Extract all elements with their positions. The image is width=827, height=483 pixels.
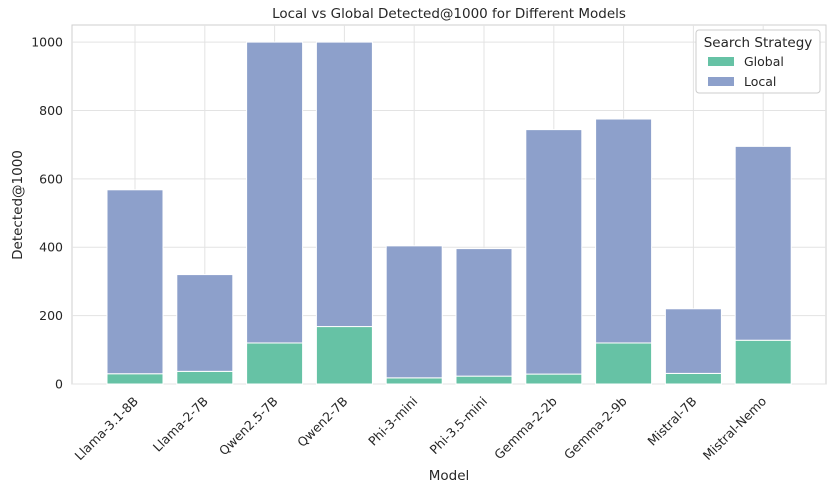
legend-items: Global Local [708,54,784,89]
bar-global-phi-3-mini [385,377,443,385]
x-tick-label: Gemma-2-9b [561,393,630,462]
x-tick-label: Phi-3-mini [365,394,420,449]
bar-global-llama-2-7b [176,370,234,385]
bar-global-phi-3-5-mini [455,375,513,385]
bar-local-phi-3-mini [385,245,443,379]
bar-global-gemma-2-9b [595,342,653,385]
bar-local-qwen2-5-7b [246,41,304,344]
x-tick-label: Mistral-7B [644,394,699,449]
legend: Search Strategy Global Local [695,29,821,94]
bar-local-llama-2-7b [176,274,234,372]
bar-local-gemma-2-9b [595,118,653,344]
bar-global-mistral-7b [664,372,722,385]
x-tick-label: Mistral-Nemo [700,394,770,464]
bar-global-qwen2-5-7b [246,342,304,385]
bar-global-llama-3-1-8b [106,373,164,385]
y-tick-label: 800 [39,103,63,118]
y-axis-ticks: 0 200 400 600 800 1000 [31,35,63,392]
bar-local-mistral-nemo [734,145,792,341]
y-tick-label: 0 [55,377,63,392]
bar-global-mistral-nemo [734,339,792,385]
x-tick-label: Gemma-2-2b [491,393,560,462]
y-tick-label: 600 [39,171,63,186]
legend-title: Search Strategy [704,35,813,51]
y-axis-label: Detected@1000 [10,150,26,260]
bar-local-qwen2-7b [315,41,373,328]
legend-swatch-global [708,57,734,66]
bar-local-phi-3-5-mini [455,248,513,377]
chart-title: Local vs Global Detected@1000 for Differ… [272,6,626,22]
y-tick-label: 200 [39,308,63,323]
x-tick-label: Phi-3.5-mini [427,394,491,458]
x-tick-label: Qwen2-7B [294,394,350,450]
legend-label-local: Local [744,74,776,89]
bar-local-gemma-2-2b [525,129,583,375]
legend-swatch-local [708,77,734,86]
legend-label-global: Global [744,54,784,69]
bar-local-mistral-7b [664,308,722,374]
y-tick-label: 400 [39,240,63,255]
bar-global-gemma-2-2b [525,373,583,385]
x-tick-label: Llama-3.1-8B [72,394,142,464]
x-tick-label: Qwen2.5-7B [216,394,281,459]
bar-global-qwen2-7b [315,326,373,385]
x-axis-label: Model [429,468,470,483]
bar-local-llama-3-1-8b [106,189,164,375]
bars [106,41,792,385]
x-axis-ticks: Llama-3.1-8B Llama-2-7B Qwen2.5-7B Qwen2-7B… [72,393,770,463]
x-tick-label: Llama-2-7B [150,394,211,455]
y-tick-label: 1000 [31,35,63,50]
